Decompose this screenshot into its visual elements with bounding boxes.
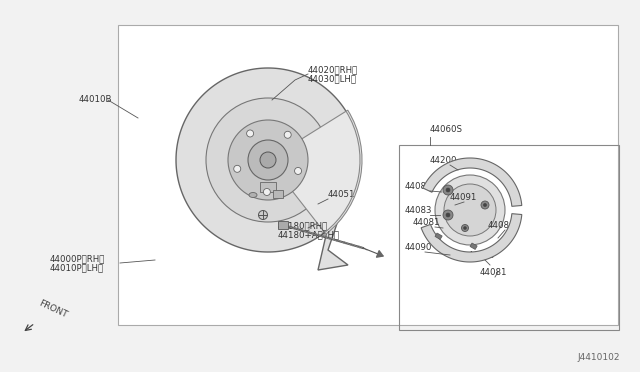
Circle shape <box>461 224 468 231</box>
Circle shape <box>264 189 270 195</box>
Text: 44010P〈LH〉: 44010P〈LH〉 <box>50 263 104 272</box>
Polygon shape <box>176 68 360 270</box>
Text: 44010B: 44010B <box>79 96 113 105</box>
Text: 44060S: 44060S <box>430 125 463 134</box>
Circle shape <box>481 201 489 209</box>
Text: 44084: 44084 <box>405 182 433 191</box>
Text: 44030〈LH〉: 44030〈LH〉 <box>308 74 357 83</box>
Text: 44051: 44051 <box>328 190 355 199</box>
Circle shape <box>446 188 450 192</box>
Bar <box>470 243 477 250</box>
Circle shape <box>246 130 253 137</box>
FancyArrowPatch shape <box>376 251 383 257</box>
Text: 44200: 44200 <box>430 156 458 165</box>
Circle shape <box>483 203 486 206</box>
Text: 44180〈RH〉: 44180〈RH〉 <box>278 221 328 230</box>
Circle shape <box>435 175 505 245</box>
Polygon shape <box>423 158 522 206</box>
Text: 44084: 44084 <box>488 221 515 230</box>
Circle shape <box>294 167 301 174</box>
Circle shape <box>443 185 453 195</box>
Circle shape <box>228 120 308 200</box>
Bar <box>399 145 619 330</box>
Circle shape <box>259 211 268 219</box>
Text: 44180+A〈LH〉: 44180+A〈LH〉 <box>278 230 340 239</box>
Polygon shape <box>421 214 522 262</box>
Wedge shape <box>268 110 362 234</box>
Bar <box>435 233 442 240</box>
Text: 44083: 44083 <box>405 206 433 215</box>
Bar <box>118 25 618 325</box>
Text: J4410102: J4410102 <box>577 353 620 362</box>
Text: 44081: 44081 <box>480 268 508 277</box>
Circle shape <box>284 131 291 138</box>
Circle shape <box>248 140 288 180</box>
Circle shape <box>206 98 330 222</box>
Text: 44090: 44090 <box>405 243 433 252</box>
Circle shape <box>463 227 467 230</box>
Text: 44081: 44081 <box>413 218 440 227</box>
Bar <box>273 190 283 198</box>
Circle shape <box>446 213 450 217</box>
Text: 44020〈RH〉: 44020〈RH〉 <box>308 65 358 74</box>
Text: 44091: 44091 <box>450 193 477 202</box>
Bar <box>278 221 288 229</box>
Circle shape <box>443 210 453 220</box>
Text: 44000P〈RH〉: 44000P〈RH〉 <box>50 254 106 263</box>
Text: 44083: 44083 <box>468 251 495 260</box>
Ellipse shape <box>249 192 257 198</box>
Text: FRONT: FRONT <box>37 299 68 320</box>
Circle shape <box>234 165 241 172</box>
Circle shape <box>260 152 276 168</box>
Bar <box>260 182 276 192</box>
Circle shape <box>444 184 496 236</box>
